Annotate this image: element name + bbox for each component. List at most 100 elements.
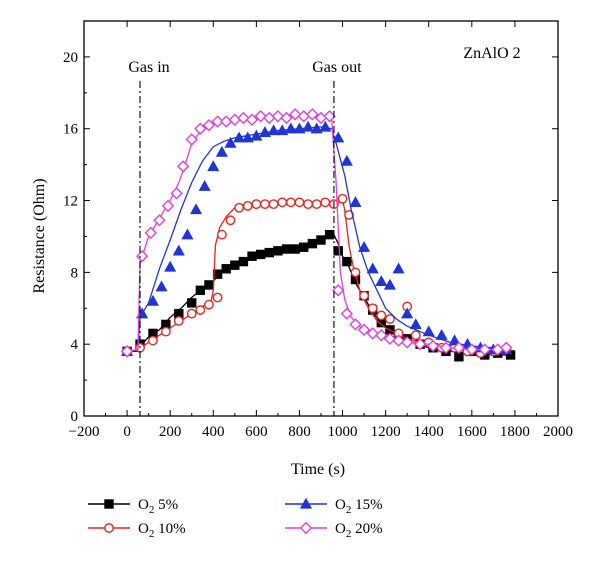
legend-label-sub: 2	[149, 528, 155, 540]
data-point	[245, 113, 259, 126]
data-point	[195, 285, 206, 296]
legend: O2 5%O2 10%O2 15%O2 20%	[88, 497, 383, 540]
data-point	[267, 124, 280, 136]
legend-marker	[299, 521, 313, 535]
data-point	[281, 244, 292, 254]
data-point	[333, 246, 343, 256]
data-point	[273, 246, 283, 256]
x-tick-label: 1400	[414, 424, 444, 440]
data-point	[176, 160, 190, 173]
data-point	[285, 197, 296, 208]
data-point	[170, 187, 183, 200]
series-3	[121, 120, 513, 357]
data-point	[187, 298, 197, 308]
data-point	[120, 345, 134, 358]
data-point	[221, 264, 231, 274]
data-point	[500, 341, 513, 354]
annotations: Gas in Gas out	[128, 59, 362, 416]
data-point	[435, 328, 448, 340]
data-point	[316, 235, 326, 245]
legend-label-rest: 15%	[351, 497, 382, 513]
legend-label: O2 5%	[138, 497, 178, 516]
legend-marker	[104, 499, 114, 509]
sample-label: ZnAlO 2	[463, 45, 520, 62]
data-point	[340, 154, 353, 166]
data-point	[135, 250, 149, 263]
data-point	[385, 314, 395, 324]
data-point	[224, 136, 237, 148]
data-point	[288, 108, 302, 121]
data-point	[250, 129, 263, 141]
data-point	[241, 131, 254, 143]
x-tick-label: 1000	[328, 424, 358, 440]
data-point	[284, 122, 297, 134]
data-point	[340, 307, 354, 320]
legend-label-rest: 5%	[154, 497, 178, 513]
data-point	[173, 315, 184, 326]
data-point	[367, 303, 378, 314]
y-tick-label: 20	[63, 50, 78, 66]
data-point	[349, 196, 362, 208]
y-tick-label: 12	[63, 194, 78, 210]
legend-label-main: O	[138, 497, 149, 513]
data-point	[452, 341, 466, 354]
data-point	[366, 327, 379, 340]
y-axis-title: Resistance (Ohm)	[31, 178, 48, 293]
data-point	[400, 336, 414, 349]
data-point	[409, 318, 422, 330]
legend-label-rest: 20%	[351, 521, 382, 537]
data-point	[258, 126, 272, 137]
annotation-label: Gas out	[312, 59, 362, 76]
data-point	[204, 280, 214, 290]
data-point	[215, 145, 228, 157]
data-point	[478, 343, 491, 356]
legend-label-sub: 2	[346, 504, 352, 516]
data-point	[212, 269, 223, 279]
data-point	[306, 108, 319, 121]
data-point	[225, 215, 236, 226]
data-point	[251, 199, 262, 210]
legend-marker	[104, 523, 114, 533]
data-point	[392, 334, 405, 347]
data-point	[198, 179, 211, 191]
legend-label-main: O	[335, 497, 346, 513]
data-point	[242, 201, 253, 211]
data-point	[220, 115, 233, 128]
data-point	[294, 197, 305, 208]
data-point	[350, 267, 361, 278]
data-point	[383, 278, 396, 290]
data-point	[465, 343, 479, 356]
x-tick-label: 600	[245, 424, 268, 440]
data-point	[342, 256, 352, 267]
legend-label-sub: 2	[149, 504, 155, 516]
data-point	[195, 305, 206, 315]
legend-entry: O2 15%	[285, 497, 383, 516]
data-point	[136, 307, 149, 319]
data-point	[349, 318, 362, 331]
data-point	[172, 244, 185, 256]
data-point	[216, 229, 227, 240]
data-point	[264, 247, 274, 258]
y-tick-label: 16	[63, 122, 79, 138]
x-tick-label: −200	[69, 424, 100, 440]
data-point	[290, 244, 300, 254]
data-point	[155, 280, 168, 292]
series-4	[120, 108, 513, 358]
legend-entry: O2 10%	[88, 521, 186, 540]
data-point	[263, 111, 276, 125]
legend-marker	[299, 497, 313, 509]
data-point	[254, 109, 267, 123]
data-point	[366, 262, 379, 274]
series-2	[122, 193, 512, 359]
data-point	[161, 199, 175, 213]
x-tick-label: 1600	[457, 424, 487, 440]
data-point	[228, 113, 242, 126]
data-point	[320, 197, 331, 208]
data-point	[212, 292, 223, 303]
data-point	[376, 310, 387, 321]
data-point	[332, 131, 345, 143]
data-point	[276, 124, 289, 136]
data-point	[153, 214, 166, 227]
data-point	[255, 249, 266, 260]
